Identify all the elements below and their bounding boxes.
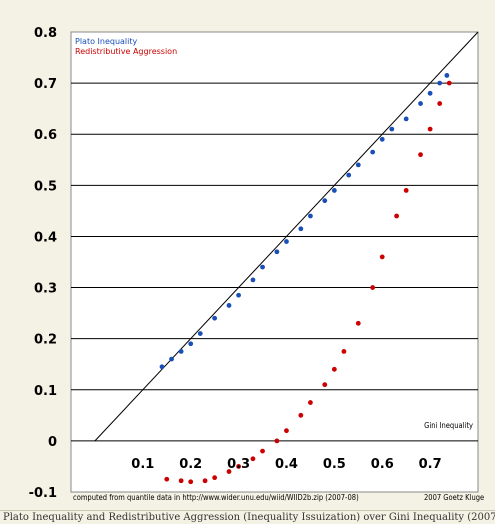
plato-point bbox=[322, 198, 328, 204]
y-tick-label: 0.5 bbox=[34, 179, 57, 194]
redistributive-point bbox=[164, 476, 170, 482]
redistributive-point bbox=[341, 349, 347, 354]
redistributive-point bbox=[274, 438, 280, 444]
y-tick-label: 0.1 bbox=[34, 384, 57, 399]
x-tick-label: 0.3 bbox=[227, 457, 250, 472]
redistributive-point bbox=[446, 80, 452, 86]
redistributive-point bbox=[370, 285, 376, 290]
redistributive-point bbox=[437, 101, 443, 106]
x-tick-label: 0.7 bbox=[419, 457, 442, 472]
plato-point bbox=[370, 149, 376, 155]
redistributive-point bbox=[308, 400, 313, 405]
y-tick-label: 0.2 bbox=[34, 333, 57, 348]
plato-point bbox=[212, 315, 218, 321]
y-tick-label: 0.6 bbox=[34, 128, 57, 143]
redistributive-point bbox=[355, 320, 361, 326]
redistributive-point bbox=[260, 448, 265, 454]
plato-point bbox=[308, 213, 313, 219]
redistributive-point bbox=[178, 478, 184, 484]
y-tick-label: -0.1 bbox=[29, 486, 57, 501]
credit-note: 2007 Goetz Kluge bbox=[424, 493, 484, 502]
x-tick-labels: 0.1 0.2 0.3 0.4 0.5 0.6 0.7 bbox=[131, 457, 441, 472]
y-tick-label: 0.8 bbox=[34, 26, 57, 41]
redistributive-point bbox=[188, 479, 194, 485]
redistributive-point bbox=[212, 475, 218, 481]
redistributive-point bbox=[250, 456, 256, 462]
plato-point bbox=[159, 364, 165, 370]
plato-point bbox=[250, 277, 256, 283]
redistributive-point bbox=[298, 412, 304, 418]
plato-point bbox=[284, 239, 289, 244]
plato-point bbox=[331, 188, 337, 193]
redistributive-point bbox=[236, 464, 241, 469]
y-tick-label: 0.4 bbox=[34, 230, 57, 245]
x-tick-label: 0.6 bbox=[371, 457, 394, 472]
plato-point bbox=[236, 292, 241, 298]
data-points bbox=[159, 73, 452, 485]
plato-point bbox=[188, 341, 194, 347]
plato-point bbox=[437, 80, 443, 86]
chart-figure: 0.8 0.7 0.6 0.5 0.4 0.3 0.2 0.1 0 -0.1 0.1 0.2 0.3 0… bbox=[28, 26, 485, 502]
legend-redistributive: Redistributive Aggression bbox=[75, 47, 177, 56]
plato-point bbox=[226, 303, 232, 308]
y-tick-label: 0.7 bbox=[34, 77, 57, 92]
x-tick-label: 0.2 bbox=[179, 457, 202, 472]
redistributive-point bbox=[418, 152, 423, 158]
redistributive-point bbox=[403, 188, 409, 193]
x-tick-label: 0.5 bbox=[323, 457, 346, 472]
x-tick-label: 0.1 bbox=[131, 457, 154, 472]
legend-plato: Plato Inequality bbox=[75, 37, 138, 46]
y-tick-label: 0 bbox=[48, 435, 57, 450]
redistributive-point bbox=[284, 428, 289, 434]
source-note: computed from quantile data in http://ww… bbox=[73, 493, 359, 502]
plot-area bbox=[70, 31, 479, 493]
plato-point bbox=[169, 356, 174, 362]
plato-point bbox=[274, 249, 280, 255]
grid-lines bbox=[71, 82, 478, 442]
plato-point bbox=[379, 136, 385, 142]
plato-point bbox=[260, 264, 265, 270]
plato-point bbox=[403, 116, 409, 122]
plato-point bbox=[389, 126, 395, 132]
x-axis-label: Gini Inequality bbox=[424, 421, 473, 430]
plato-point bbox=[197, 331, 203, 336]
figure-caption: Plato Inequality and Redistributive Aggr… bbox=[0, 510, 495, 524]
x-tick-label: 0.4 bbox=[275, 457, 298, 472]
plato-point bbox=[427, 90, 433, 96]
redistributive-point bbox=[427, 126, 433, 132]
redistributive-point bbox=[202, 478, 208, 484]
y-tick-label: 0.3 bbox=[34, 282, 57, 297]
plato-point bbox=[444, 73, 450, 78]
redistributive-point bbox=[331, 366, 337, 372]
plato-point bbox=[178, 349, 184, 354]
plato-point bbox=[346, 172, 352, 178]
redistributive-point bbox=[379, 254, 385, 260]
redistributive-point bbox=[322, 382, 328, 388]
plato-point bbox=[418, 101, 423, 106]
reference-line bbox=[94, 31, 479, 442]
plato-point bbox=[298, 226, 304, 232]
diagonal-line bbox=[94, 31, 479, 442]
plato-point bbox=[355, 162, 361, 168]
y-tick-labels: 0.8 0.7 0.6 0.5 0.4 0.3 0.2 0.1 0 -0.1 bbox=[29, 26, 57, 501]
redistributive-point bbox=[226, 469, 232, 474]
redistributive-point bbox=[394, 213, 399, 219]
scatter-chart: 0.80.70.60.50.40.30.20.10-0.1 0.1 0.2 0.3 0… bbox=[29, 26, 485, 502]
